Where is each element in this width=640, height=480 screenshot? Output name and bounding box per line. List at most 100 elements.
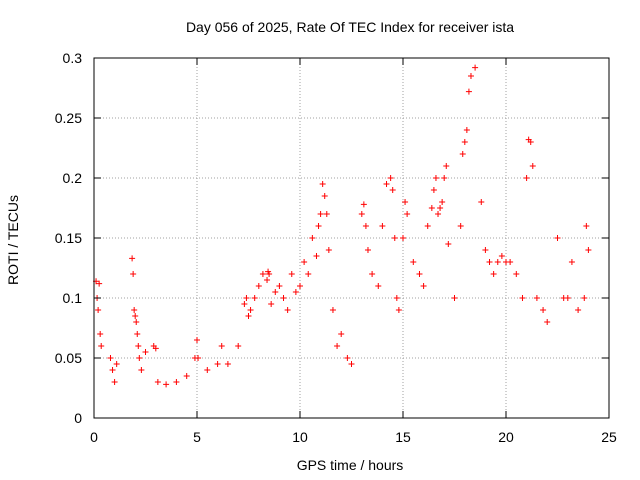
data-point (463, 127, 470, 133)
x-tick-label: 20 (498, 429, 514, 445)
data-point (400, 235, 406, 241)
data-point (387, 175, 394, 181)
data-point (313, 253, 320, 259)
data-point (243, 295, 250, 301)
data-point (424, 223, 431, 229)
x-tick-label: 15 (395, 429, 411, 445)
x-tick-label: 25 (601, 429, 617, 445)
data-point (194, 337, 200, 343)
data-point (245, 313, 252, 319)
data-point (235, 343, 242, 349)
data-point (129, 255, 136, 262)
data-points (93, 64, 592, 388)
data-point (241, 301, 248, 307)
data-point (113, 361, 120, 367)
y-tick-label: 0 (74, 410, 82, 426)
data-point (214, 361, 221, 367)
data-point (389, 187, 396, 193)
data-point (111, 379, 118, 385)
data-point (334, 343, 341, 349)
data-point (540, 307, 547, 313)
data-point (323, 211, 330, 217)
data-point (255, 283, 262, 289)
data-point (486, 259, 493, 265)
data-point (195, 355, 202, 361)
data-point (467, 73, 474, 79)
data-point (472, 64, 479, 71)
data-point (432, 175, 439, 181)
data-point (259, 271, 266, 277)
x-tick-label: 5 (193, 429, 201, 445)
data-point (428, 205, 435, 211)
data-point (420, 283, 427, 289)
data-point (134, 331, 141, 337)
y-tick-label: 0.25 (55, 110, 82, 126)
data-point (96, 280, 103, 287)
data-point (305, 271, 312, 277)
data-point (338, 331, 345, 337)
data-point (276, 283, 283, 289)
y-tick-label: 0.15 (55, 230, 82, 246)
data-point (272, 289, 279, 295)
data-point (329, 307, 336, 313)
data-point (383, 181, 390, 187)
data-point (309, 235, 316, 241)
data-point (564, 295, 571, 301)
data-point (445, 241, 452, 247)
data-point (152, 345, 159, 352)
data-point (97, 331, 104, 337)
data-point (583, 223, 590, 229)
data-point (138, 367, 145, 373)
data-point (507, 259, 514, 265)
data-point (288, 271, 295, 277)
x-tick-label: 10 (292, 429, 308, 445)
data-point (358, 211, 365, 217)
data-point (544, 319, 551, 325)
data-point (391, 235, 398, 241)
data-point (375, 283, 382, 289)
data-point (533, 295, 540, 301)
data-point (465, 88, 472, 95)
data-point (109, 367, 116, 373)
data-point (494, 259, 501, 265)
data-point (266, 271, 273, 277)
data-point (132, 313, 139, 319)
axis-ticks: 0 5 10 15 20 25 0 0.05 0.1 0.15 0.2 0.25 0.3 (55, 50, 617, 445)
y-tick-label: 0.2 (63, 170, 83, 186)
y-axis-label: ROTI / TECUs (5, 195, 21, 285)
chart-title: Day 056 of 2025, Rate Of TEC Index for r… (186, 19, 514, 35)
data-point (478, 199, 485, 205)
data-point (360, 201, 367, 208)
data-point (301, 259, 308, 265)
data-point (284, 307, 291, 313)
data-point (369, 271, 376, 277)
data-point (513, 271, 520, 277)
data-point (402, 199, 409, 205)
data-point (519, 295, 526, 301)
data-point (348, 361, 355, 367)
data-point (107, 355, 114, 361)
data-point (443, 163, 450, 169)
data-point (482, 247, 489, 253)
data-point (459, 151, 466, 157)
data-point (142, 349, 149, 355)
data-point (439, 199, 446, 205)
data-point (404, 211, 411, 217)
data-point (264, 277, 271, 283)
data-point (416, 271, 423, 277)
data-point (457, 223, 464, 229)
data-point (131, 307, 138, 313)
data-point (393, 295, 400, 301)
data-point (135, 343, 142, 349)
data-point (319, 181, 326, 187)
data-point (218, 343, 225, 349)
data-point (251, 295, 258, 301)
data-point (575, 307, 582, 313)
data-point (344, 355, 351, 361)
data-point (498, 253, 505, 259)
x-tick-label: 0 (90, 429, 98, 445)
data-point (410, 259, 417, 265)
data-point (154, 379, 161, 385)
